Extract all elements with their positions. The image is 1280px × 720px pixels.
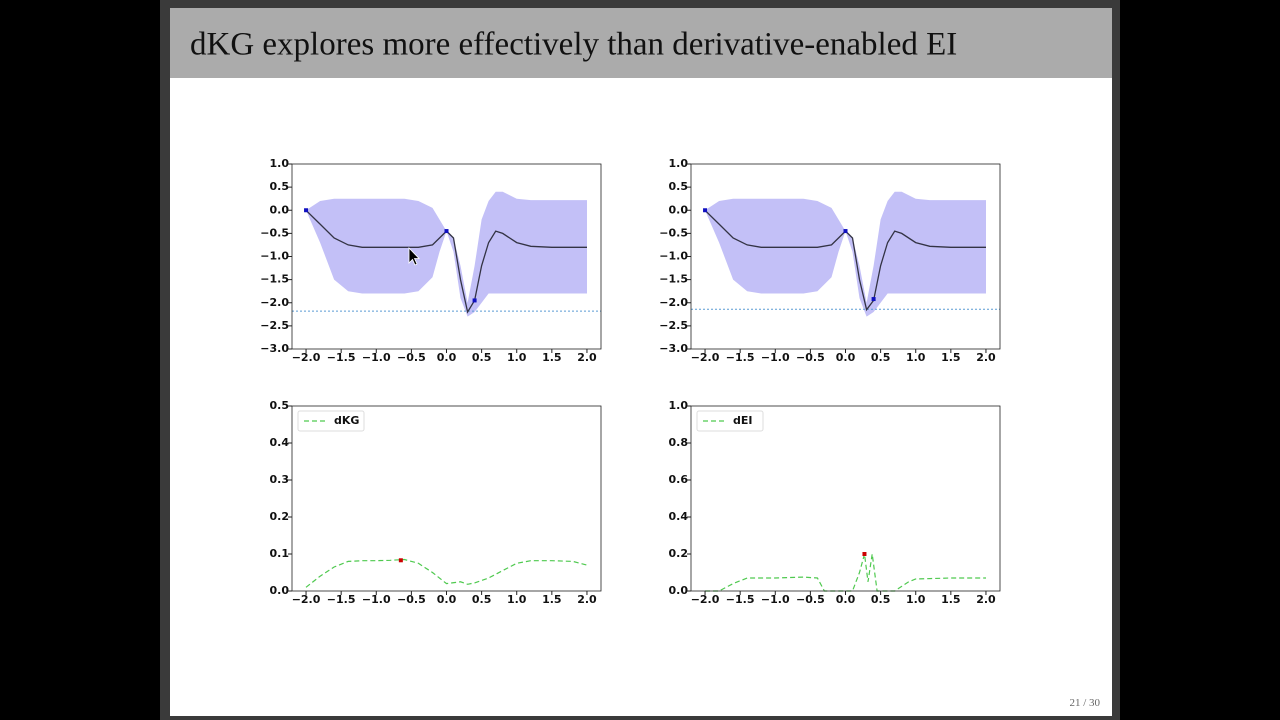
y-tick-label: 1.0	[669, 399, 689, 412]
y-tick-label: 0.0	[270, 584, 290, 597]
x-tick-label: 0.0	[437, 593, 457, 606]
mean-line	[305, 209, 587, 314]
observation-point	[703, 208, 708, 213]
x-tick-label: 1.0	[507, 593, 527, 606]
x-tick-label: −1.0	[362, 593, 391, 606]
y-tick-label: −3.0	[659, 342, 688, 355]
plot-area	[691, 406, 1000, 591]
slide-title: dKG explores more effectively than deriv…	[190, 27, 957, 63]
legend-box	[696, 410, 764, 432]
x-tick-label: 0.0	[437, 351, 457, 364]
y-tick-label: −1.5	[260, 273, 289, 286]
x-tick-label: 1.5	[941, 593, 961, 606]
x-tick-label: −0.5	[397, 351, 426, 364]
x-tick-label: 0.5	[871, 351, 891, 364]
x-tick-label: −0.5	[796, 351, 825, 364]
x-tick-label: 0.5	[472, 351, 492, 364]
x-tick-label: −1.5	[726, 593, 755, 606]
x-tick-label: 1.0	[906, 351, 926, 364]
y-tick-label: 0.5	[669, 180, 689, 193]
plot-area	[292, 406, 601, 591]
x-tick-label: 0.5	[871, 593, 891, 606]
x-tick-label: −2.0	[292, 351, 321, 364]
x-tick-label: −1.0	[761, 351, 790, 364]
x-tick-label: 1.5	[542, 351, 562, 364]
x-tick-label: 2.0	[577, 593, 597, 606]
x-tick-label: 1.0	[906, 593, 926, 606]
y-tick-label: −2.5	[659, 319, 688, 332]
series-line	[305, 558, 588, 588]
legend-label: dKG	[334, 414, 359, 427]
x-tick-label: 0.0	[836, 593, 856, 606]
series-line	[705, 553, 986, 592]
confidence-band	[705, 191, 986, 317]
y-tick-label: 0.8	[669, 436, 689, 449]
x-tick-label: 0.0	[836, 351, 856, 364]
x-tick-label: −2.0	[691, 593, 720, 606]
title-bar	[170, 8, 1112, 78]
y-tick-label: −2.5	[260, 319, 289, 332]
y-tick-label: 0.4	[270, 436, 290, 449]
x-tick-label: −2.0	[691, 351, 720, 364]
y-tick-label: 0.5	[270, 399, 290, 412]
y-tick-label: 1.0	[669, 157, 689, 170]
observation-point	[843, 229, 848, 234]
y-tick-label: −1.0	[260, 250, 289, 263]
y-tick-label: −0.5	[260, 226, 289, 239]
x-tick-label: 2.0	[976, 351, 996, 364]
x-tick-label: −1.5	[726, 351, 755, 364]
observation-point	[398, 558, 403, 563]
observation-point	[444, 229, 449, 234]
mouse-cursor	[408, 247, 420, 266]
x-tick-label: −1.0	[362, 351, 391, 364]
y-tick-label: 0.0	[669, 203, 689, 216]
y-tick-label: −0.5	[659, 226, 688, 239]
confidence-band	[306, 191, 587, 317]
x-tick-label: 1.5	[542, 593, 562, 606]
page-number: 21 / 30	[1069, 697, 1100, 709]
y-tick-label: −1.5	[659, 273, 688, 286]
y-tick-label: −3.0	[260, 342, 289, 355]
x-tick-label: −1.0	[761, 593, 790, 606]
legend-box	[297, 410, 365, 432]
slide	[170, 8, 1112, 716]
x-tick-label: 2.0	[577, 351, 597, 364]
y-tick-label: 0.1	[270, 547, 290, 560]
observation-point	[871, 297, 876, 302]
x-tick-label: −0.5	[796, 593, 825, 606]
y-tick-label: −2.0	[260, 296, 289, 309]
observation-point	[862, 552, 867, 556]
x-tick-label: 2.0	[976, 593, 996, 606]
x-tick-label: 0.5	[472, 593, 492, 606]
y-tick-label: −1.0	[659, 250, 688, 263]
x-tick-label: −1.5	[327, 351, 356, 364]
y-tick-label: 0.4	[669, 510, 689, 523]
x-tick-label: −1.5	[327, 593, 356, 606]
y-tick-label: 0.2	[270, 510, 290, 523]
x-tick-label: −0.5	[397, 593, 426, 606]
legend-label: dEI	[733, 414, 752, 427]
y-tick-label: 0.3	[270, 473, 290, 486]
x-tick-label: 1.5	[941, 351, 961, 364]
charts: −2.0 −1.5 −1.0 −0.5 0.0 0.5 1.0 1.5 2.0 1.0 0.5 0.0…	[260, 157, 1001, 606]
y-tick-label: −2.0	[659, 296, 688, 309]
y-tick-label: 0.0	[270, 203, 290, 216]
x-tick-label: −2.0	[292, 593, 321, 606]
observation-point	[304, 208, 309, 213]
observation-point	[472, 298, 477, 303]
y-tick-label: 0.2	[669, 547, 689, 560]
y-tick-label: 0.0	[669, 584, 689, 597]
y-tick-label: 1.0	[270, 157, 290, 170]
y-tick-label: 0.5	[270, 180, 290, 193]
mean-line	[704, 209, 986, 312]
x-tick-label: 1.0	[507, 351, 527, 364]
y-tick-label: 0.6	[669, 473, 689, 486]
